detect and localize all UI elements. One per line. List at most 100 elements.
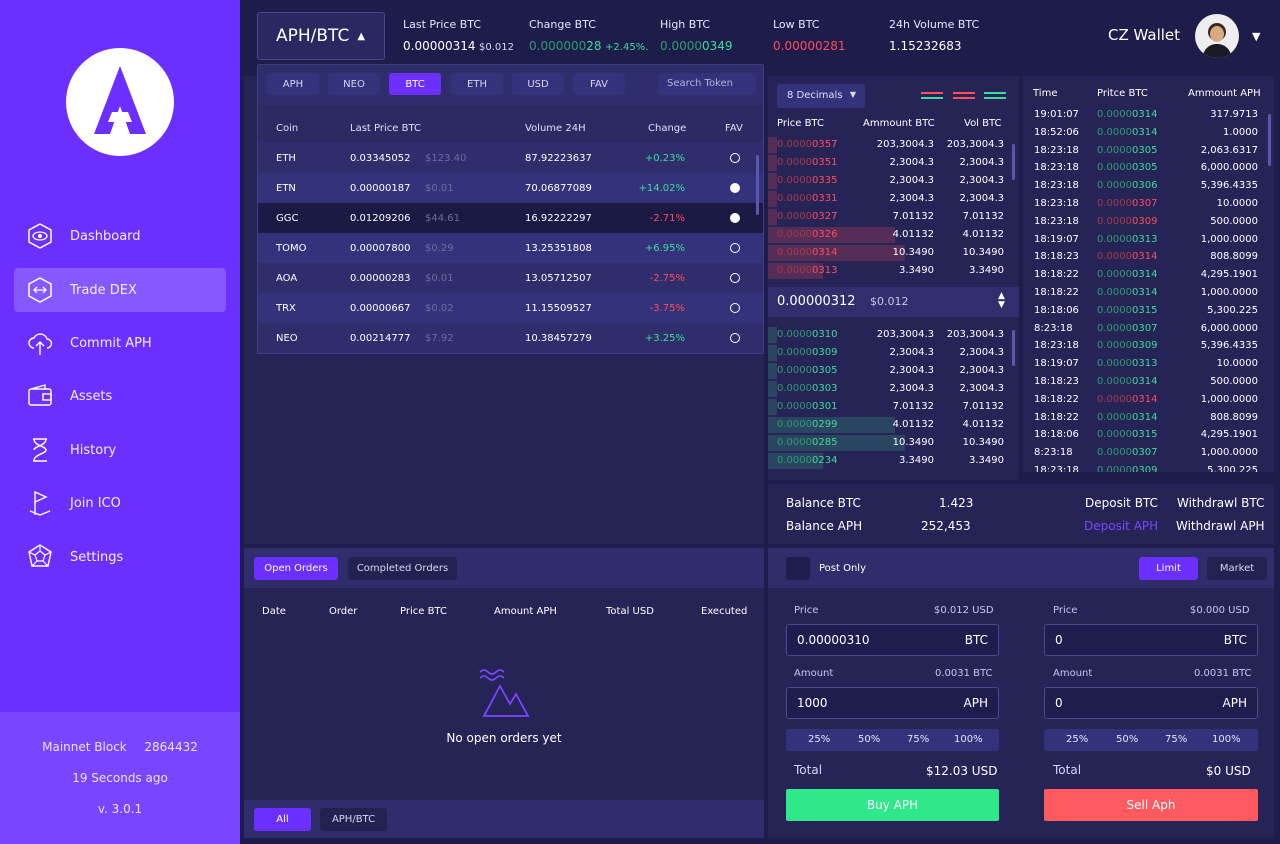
withdraw-aph-link[interactable]: Withdrawl APH [1176,519,1265,533]
sort-updown-icon[interactable]: ▲ ▼ [998,291,1005,310]
token-tab-eth[interactable]: ETH [451,73,503,95]
buy-pct-75[interactable]: 75% [907,734,930,745]
fav-empty-icon[interactable] [730,333,740,343]
token-row[interactable]: AOA 0.00000283 $0.01 13.05712507 -2.75% [258,263,763,293]
network-status: Mainnet Block 2864432 19 Seconds ago v. … [0,712,240,844]
nav-settings[interactable]: Settings [14,535,226,579]
wallet-icon [26,382,54,410]
bid-row[interactable]: 0.00000309 2,3004.3 2,3004.3 [768,344,1019,362]
bid-row[interactable]: 0.00000285 10.3490 10.3490 [768,434,1019,452]
filter-all[interactable]: All [254,808,311,831]
buy-pct-25[interactable]: 25% [808,734,831,745]
token-row[interactable]: TOMO 0.00007800 $0.29 13.25351808 +6.95% [258,233,763,263]
filter-pair[interactable]: APH/BTC [320,808,387,831]
view-mixed-icon[interactable] [921,91,943,104]
nav-commit-aph[interactable]: Commit APH [14,321,226,365]
amount: 10.3490 [892,437,934,448]
fav-empty-icon[interactable] [730,273,740,283]
wallet-name[interactable]: CZ Wallet [1108,26,1181,44]
post-only-checkbox[interactable] [786,557,810,580]
avatar[interactable] [1195,14,1239,58]
ask-row[interactable]: 0.00000357 203,3004.3 203,3004.3 [768,136,1019,154]
token-volume: 10.38457279 [525,333,592,344]
nav-join-ico[interactable]: Join ICO [14,481,226,525]
nav-dashboard[interactable]: Dashboard [14,214,226,258]
bid-row[interactable]: 0.00000310 203,3004.3 203,3004.3 [768,326,1019,344]
token-tab-usd[interactable]: USD [512,73,564,95]
bid-row[interactable]: 0.00000303 2,3004.3 2,3004.3 [768,380,1019,398]
trade-amount: 5,300.225 [1207,465,1258,472]
orders-col-executed: Executed [701,606,748,617]
fav-empty-icon[interactable] [730,153,740,163]
order-type-limit[interactable]: Limit [1139,557,1198,580]
wallet-menu-caret-icon[interactable]: ▼ [1252,30,1261,43]
ask-row[interactable]: 0.00000327 7.01132 7.01132 [768,208,1019,226]
ask-row[interactable]: 0.00000326 4.01132 4.01132 [768,226,1019,244]
tab-open-orders[interactable]: Open Orders [254,557,338,580]
ask-row[interactable]: 0.00000335 2,3004.3 2,3004.3 [768,172,1019,190]
ask-row[interactable]: 0.00000313 3.3490 3.3490 [768,262,1019,280]
token-usd: $0.02 [425,303,454,314]
bid-row[interactable]: 0.00000299 4.01132 4.01132 [768,416,1019,434]
fav-filled-icon[interactable] [730,213,740,223]
token-tab-fav[interactable]: FAV [573,73,625,95]
token-tab-btc[interactable]: BTC [389,73,441,95]
deposit-aph-link[interactable]: Deposit APH [1084,519,1159,533]
token-row[interactable]: TRX 0.00000667 $0.02 11.15509527 -3.75% [258,293,763,323]
sell-amount-value: 0 [1055,696,1063,710]
token-scrollbar[interactable] [756,155,759,215]
withdraw-btc-link[interactable]: Withdrawl BTC [1177,496,1265,510]
sell-pct-25[interactable]: 25% [1066,734,1089,745]
fav-empty-icon[interactable] [730,243,740,253]
sell-pct-75[interactable]: 75% [1165,734,1188,745]
token-row[interactable]: ETH 0.03345052 $123.40 87.92223637 +0.23% [258,143,763,173]
bids-scrollbar[interactable] [1012,330,1015,366]
token-tab-aph[interactable]: APH [267,73,319,95]
view-bids-icon[interactable] [984,91,1006,104]
sell-price-input[interactable]: 0 BTC [1044,624,1258,656]
aphelion-logo[interactable] [66,48,174,156]
buy-price-input[interactable]: 0.00000310 BTC [786,624,999,656]
buy-pct-100[interactable]: 100% [954,734,983,745]
sell-pct-50[interactable]: 50% [1116,734,1139,745]
sell-price-value: 0 [1055,633,1063,647]
token-tab-neo[interactable]: NEO [328,73,380,95]
decimals-select[interactable]: 8 Decimals ▼ [777,84,865,108]
token-change: +14.02% [638,183,685,194]
order-type-market[interactable]: Market [1207,557,1267,580]
asks-scrollbar[interactable] [1012,144,1015,180]
token-row[interactable]: ETN 0.00000187 $0.01 70.06877089 +14.02% [258,173,763,203]
sell-pct-100[interactable]: 100% [1212,734,1241,745]
pair-selector[interactable]: APH/BTC ▲ [257,12,385,60]
price: 0.00000326 [777,229,837,240]
nav-trade-dex[interactable]: Trade DEX [14,268,226,312]
fav-empty-icon[interactable] [730,303,740,313]
token-row[interactable]: GGC 0.01209206 $44.61 16.92222297 -2.71% [258,203,763,233]
token-search-input[interactable]: Search Token [658,73,756,95]
ask-row[interactable]: 0.00000314 10.3490 10.3490 [768,244,1019,262]
view-asks-icon[interactable] [953,91,975,104]
ask-row[interactable]: 0.00000351 2,3004.3 2,3004.3 [768,154,1019,172]
bid-row[interactable]: 0.00000301 7.01132 7.01132 [768,398,1019,416]
depth-bar [768,381,778,397]
nav-assets[interactable]: Assets [14,374,226,418]
buy-button[interactable]: Buy APH [786,789,999,821]
buy-price-label: Price [794,605,819,616]
bid-row[interactable]: 0.00000305 2,3004.3 2,3004.3 [768,362,1019,380]
bid-row[interactable]: 0.00000234 3.3490 3.3490 [768,452,1019,470]
sell-amount-input[interactable]: 0 APH [1044,687,1258,719]
buy-pct-50[interactable]: 50% [858,734,881,745]
buy-amount-input[interactable]: 1000 APH [786,687,999,719]
trade-price: 0.00000314 [1097,127,1157,138]
tab-completed-orders[interactable]: Completed Orders [348,557,457,580]
fav-filled-icon[interactable] [730,183,740,193]
token-row[interactable]: NEO 0.00214777 $7.92 10.38457279 +3.25% [258,323,763,353]
trades-scrollbar[interactable] [1268,114,1271,166]
deposit-btc-link[interactable]: Deposit BTC [1085,496,1158,510]
ask-row[interactable]: 0.00000331 2,3004.3 2,3004.3 [768,190,1019,208]
price-hi: 0307 [1132,198,1158,209]
token-volume: 87.92223637 [525,153,592,164]
sell-button[interactable]: Sell Aph [1044,789,1258,821]
price-hi: 0307 [1132,447,1158,459]
nav-history[interactable]: History [14,428,226,472]
